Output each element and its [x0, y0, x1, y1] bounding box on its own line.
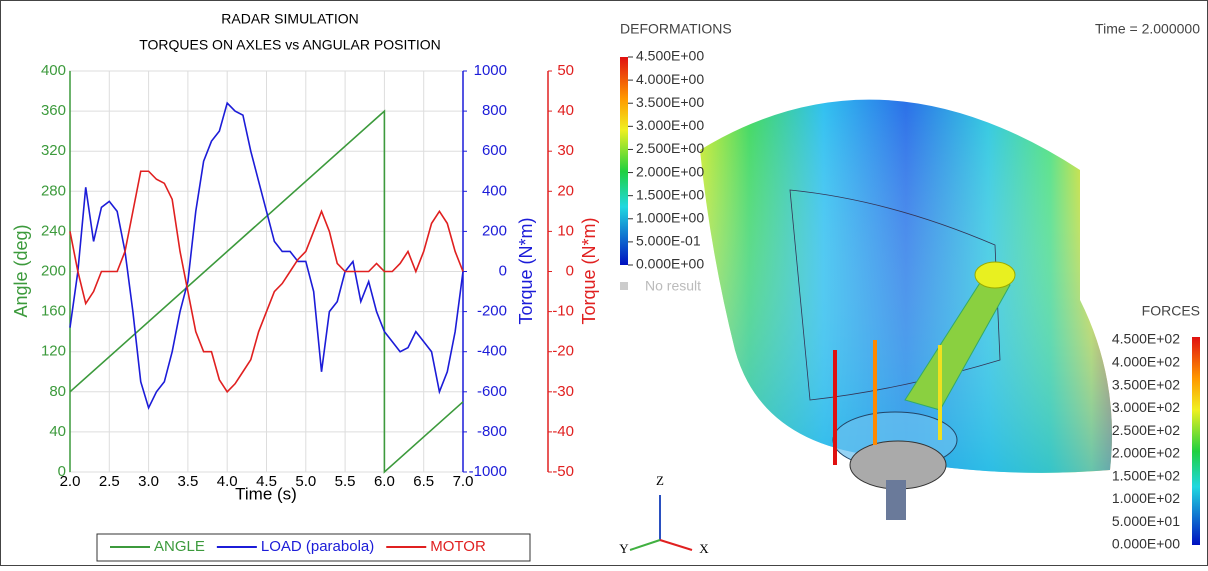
colorbar-label: 1.000E+02 [1112, 490, 1180, 506]
y-tick-label: 240 [41, 222, 66, 239]
y-tick-label: 360 [41, 102, 66, 119]
y-axis-title: Angle (deg) [11, 224, 31, 317]
y3-tick-label: 20 [557, 182, 574, 199]
y-tick-label: 320 [41, 142, 66, 159]
chart-subtitle: TORQUES ON AXLES vs ANGULAR POSITION [139, 37, 441, 53]
colorbar-label: 4.500E+02 [1112, 331, 1180, 347]
colorbar-label: 1.500E+00 [636, 186, 704, 202]
force-colorbar [1192, 337, 1200, 545]
y-tick-label: 0 [58, 463, 66, 480]
y2-tick-label: 200 [482, 222, 507, 239]
y3-tick-label: 0 [566, 262, 574, 279]
colorbar-label: 4.000E+00 [636, 71, 704, 87]
y2-tick-label: -800 [477, 423, 507, 440]
y-tick-label: 120 [41, 343, 66, 360]
colorbar-label: 2.500E+00 [636, 140, 704, 156]
y-tick-label: 80 [49, 383, 66, 400]
triad-x [659, 539, 693, 551]
y2-tick-label: -600 [477, 383, 507, 400]
triad-label: Y [619, 541, 629, 556]
x-tick-label: 4.5 [256, 473, 277, 490]
colorbar-label: 2.000E+00 [636, 163, 704, 179]
series-line [69, 101, 464, 411]
y2-axis-title: Torque (N*m) [516, 217, 536, 324]
feed-horn [974, 261, 1016, 289]
forces-title: FORCES [1142, 303, 1200, 319]
x-tick-label: 5.5 [335, 473, 356, 490]
y-tick-label: 280 [41, 182, 66, 199]
y3-tick-label: 10 [557, 222, 574, 239]
render-view: DEFORMATIONS Time = 2.000000 No result Z… [619, 21, 1200, 556]
chart: RADAR SIMULATION TORQUES ON AXLES vs ANG… [11, 11, 599, 562]
y3-tick-label: -20 [552, 343, 574, 360]
triad-label: X [699, 541, 709, 556]
y3-tick-label: 30 [557, 142, 574, 159]
x-tick-label: 3.5 [177, 473, 198, 490]
colorbar-label: 5.000E+01 [1112, 513, 1180, 529]
feed-arm [904, 274, 1011, 411]
deformation-colorbar [620, 57, 628, 265]
y-tick-label: 40 [49, 423, 66, 440]
time-label: Time = 2.000000 [1095, 21, 1200, 37]
colorbar-label: 4.000E+02 [1112, 353, 1180, 369]
y2-tick-label: 400 [482, 182, 507, 199]
y2-tick-label: -400 [477, 343, 507, 360]
colorbar-label: 5.000E-01 [636, 233, 701, 249]
colorbar-label: 0.000E+00 [1112, 536, 1180, 552]
triad-label: Z [656, 473, 664, 488]
legend-label: ANGLE [154, 538, 205, 555]
x-tick-label: 2.0 [60, 473, 81, 490]
y-tick-label: 200 [41, 262, 66, 279]
x-tick-label: 5.0 [295, 473, 316, 490]
y3-tick-label: 40 [557, 102, 574, 119]
x-axis-title: Time (s) [235, 484, 297, 503]
legend-label: MOTOR [430, 538, 486, 555]
y2-tick-label: -1000 [469, 463, 507, 480]
colorbar-label: 4.500E+00 [636, 48, 704, 64]
y-tick-label: 400 [41, 62, 66, 79]
shaft [886, 480, 906, 520]
x-tick-label: 6.5 [413, 473, 434, 490]
colorbar-label: 3.000E+02 [1112, 399, 1180, 415]
colorbar-label: 1.000E+00 [636, 209, 704, 225]
reflector-shade [700, 99, 1112, 473]
triad-y [629, 539, 661, 551]
y2-tick-label: 0 [499, 262, 507, 279]
force-arrows [833, 340, 942, 465]
no-result-swatch [620, 282, 628, 290]
colorbar-label: 3.500E+02 [1112, 376, 1180, 392]
y3-tick-label: -40 [552, 423, 574, 440]
y2-tick-label: 600 [482, 142, 507, 159]
chart-title: RADAR SIMULATION [221, 11, 358, 27]
legend-label: LOAD (parabola) [261, 538, 374, 555]
x-tick-label: 7.0 [453, 473, 474, 490]
y3-tick-label: -30 [552, 383, 574, 400]
y-tick-label: 160 [41, 303, 66, 320]
x-tick-label: 3.0 [138, 473, 159, 490]
no-result-label: No result [645, 278, 701, 294]
colorbar-label: 2.000E+02 [1112, 445, 1180, 461]
y3-tick-label: -50 [552, 463, 574, 480]
x-tick-label: 6.0 [374, 473, 395, 490]
legend-box [96, 533, 531, 562]
y3-axis-title: Torque (N*m) [579, 217, 599, 324]
colorbar-label: 1.500E+02 [1112, 467, 1180, 483]
colorbar-label: 2.500E+02 [1112, 422, 1180, 438]
colorbar-label: 3.000E+00 [636, 117, 704, 133]
series-line [69, 109, 464, 474]
y3-tick-label: -10 [552, 303, 574, 320]
x-tick-label: 4.0 [217, 473, 238, 490]
series-line [69, 170, 464, 394]
colorbar-label: 0.000E+00 [636, 256, 704, 272]
y2-tick-label: 800 [482, 102, 507, 119]
y2-tick-label: -200 [477, 303, 507, 320]
x-tick-label: 2.5 [99, 473, 120, 490]
y2-tick-label: 1000 [474, 62, 507, 79]
colorbar-label: 3.500E+00 [636, 94, 704, 110]
deformation-title: DEFORMATIONS [620, 21, 732, 37]
y3-tick-label: 50 [557, 62, 574, 79]
